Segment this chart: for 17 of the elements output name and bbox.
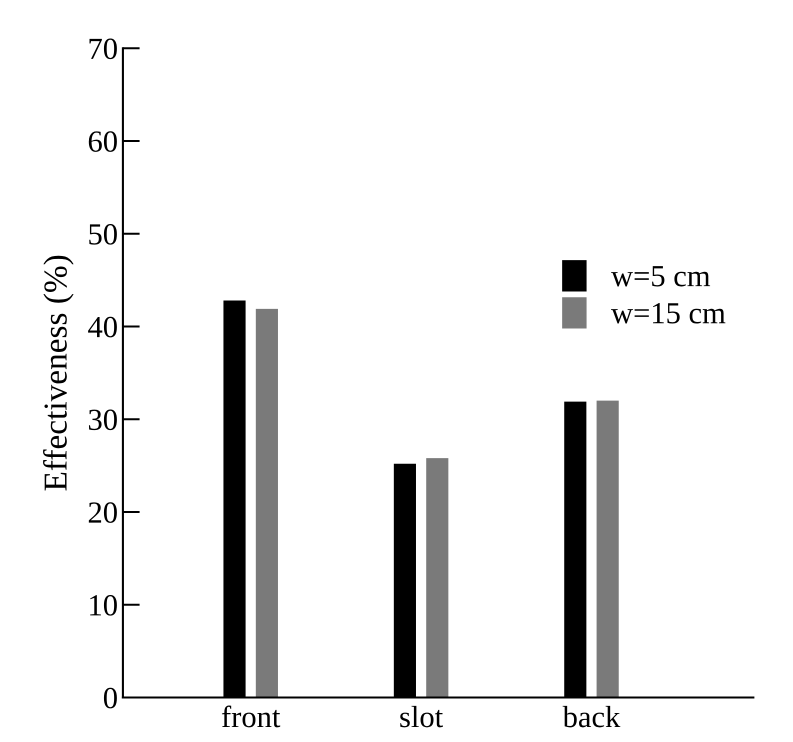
y-tick-label: 0 [104,688,117,708]
x-tick-label: slot [400,706,443,728]
bar [596,400,619,698]
legend-label: w=15 cm [611,303,726,324]
y-tick-label: 60 [88,131,117,152]
bar [256,308,278,698]
y-tick-label: 70 [90,38,117,60]
y-tick-label: 20 [88,502,117,523]
y-tick-label: 30 [88,410,117,430]
y-axis-title: Effectiveness (%) [43,256,74,491]
y-tick-label: 50 [89,224,117,245]
y-tick-label: 40 [88,316,117,338]
x-tick-label: back [562,706,620,728]
bar [426,458,448,698]
x-tick-label: front [222,706,280,728]
legend-label: w=5 cm [611,266,710,286]
y-tick-label: 10 [90,595,117,616]
